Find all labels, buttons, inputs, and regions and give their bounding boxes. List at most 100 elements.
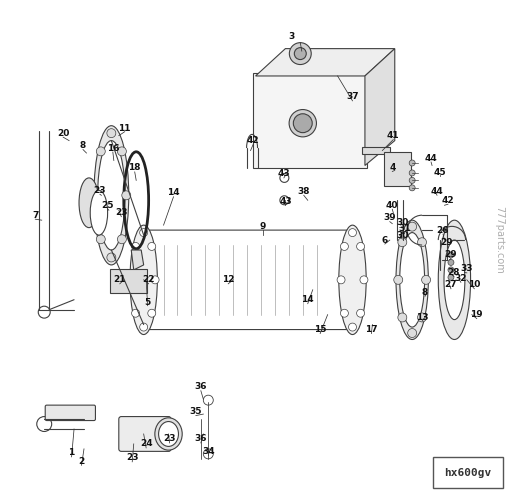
Text: 36: 36 (195, 382, 207, 391)
Text: 31: 31 (398, 224, 410, 233)
Text: 2: 2 (78, 457, 85, 466)
Text: 11: 11 (118, 124, 131, 132)
Text: 40: 40 (386, 200, 399, 210)
Circle shape (140, 323, 148, 331)
Circle shape (289, 42, 311, 64)
Circle shape (448, 274, 454, 280)
Ellipse shape (396, 220, 428, 340)
Text: 29: 29 (441, 238, 453, 247)
Text: 26: 26 (437, 226, 449, 234)
Ellipse shape (155, 418, 182, 450)
Text: 22: 22 (143, 276, 155, 284)
Text: 18: 18 (128, 164, 141, 172)
Circle shape (117, 147, 126, 156)
Text: 35: 35 (190, 407, 202, 416)
Circle shape (204, 395, 213, 405)
Text: 9: 9 (260, 222, 266, 230)
Text: 13: 13 (416, 312, 428, 322)
Circle shape (357, 310, 365, 317)
Text: 39: 39 (383, 213, 396, 222)
Text: 29: 29 (444, 250, 457, 260)
Circle shape (148, 310, 156, 317)
Circle shape (132, 310, 139, 317)
Ellipse shape (294, 114, 312, 132)
Text: 33: 33 (461, 264, 473, 274)
FancyBboxPatch shape (45, 405, 95, 420)
Ellipse shape (400, 232, 424, 327)
Text: 10: 10 (468, 280, 481, 289)
Text: 23: 23 (163, 434, 176, 444)
Circle shape (349, 323, 357, 331)
FancyBboxPatch shape (119, 416, 171, 452)
Circle shape (151, 276, 159, 284)
Circle shape (128, 276, 136, 284)
Circle shape (409, 170, 415, 176)
Circle shape (409, 178, 415, 184)
Circle shape (148, 242, 156, 250)
Text: hx600gv: hx600gv (444, 468, 491, 478)
Circle shape (122, 191, 131, 200)
Text: 5: 5 (145, 298, 151, 306)
Text: 45: 45 (433, 168, 446, 177)
Text: 14: 14 (167, 188, 180, 198)
FancyBboxPatch shape (384, 152, 411, 186)
Text: 36: 36 (195, 434, 207, 444)
Text: 23: 23 (115, 208, 127, 217)
Ellipse shape (94, 126, 129, 265)
Circle shape (360, 276, 368, 284)
Text: 17: 17 (365, 325, 378, 334)
Circle shape (117, 235, 126, 244)
Ellipse shape (130, 225, 157, 334)
FancyBboxPatch shape (433, 458, 503, 488)
Text: 32: 32 (454, 274, 467, 283)
Text: 8: 8 (80, 141, 86, 150)
Circle shape (349, 228, 357, 236)
Polygon shape (131, 250, 144, 270)
Text: 15: 15 (314, 325, 327, 334)
Circle shape (448, 260, 454, 266)
Text: 16: 16 (107, 144, 119, 152)
Text: 20: 20 (57, 128, 69, 138)
Circle shape (418, 313, 427, 322)
Circle shape (408, 328, 417, 338)
Text: 6: 6 (382, 236, 388, 244)
Ellipse shape (79, 178, 99, 228)
Circle shape (38, 306, 50, 318)
Text: 27: 27 (444, 280, 457, 289)
Ellipse shape (90, 190, 108, 235)
Circle shape (140, 228, 148, 236)
Ellipse shape (444, 240, 465, 320)
Text: 21: 21 (114, 276, 126, 284)
Circle shape (204, 449, 213, 459)
Circle shape (357, 242, 365, 250)
Circle shape (418, 238, 427, 246)
Circle shape (340, 242, 348, 250)
Text: 24: 24 (140, 440, 153, 448)
Ellipse shape (124, 422, 144, 446)
FancyBboxPatch shape (362, 146, 390, 154)
FancyBboxPatch shape (253, 74, 368, 168)
Text: 1: 1 (68, 448, 75, 458)
Text: 30: 30 (396, 230, 408, 239)
Circle shape (398, 238, 407, 246)
Circle shape (448, 267, 454, 273)
Text: 41: 41 (387, 131, 400, 140)
Ellipse shape (158, 422, 178, 446)
Circle shape (422, 276, 431, 284)
Circle shape (295, 48, 306, 60)
Circle shape (394, 276, 403, 284)
Text: 7: 7 (32, 210, 38, 220)
Ellipse shape (438, 220, 471, 340)
Circle shape (96, 147, 105, 156)
Circle shape (132, 242, 139, 250)
Circle shape (409, 160, 415, 166)
Text: 43: 43 (278, 170, 290, 178)
Circle shape (96, 235, 105, 244)
Text: 777parts.com: 777parts.com (494, 206, 504, 274)
Ellipse shape (289, 110, 317, 137)
Text: 8: 8 (422, 288, 428, 297)
Circle shape (107, 253, 116, 262)
Circle shape (409, 185, 415, 191)
Text: 30: 30 (396, 218, 408, 227)
Circle shape (340, 310, 348, 317)
